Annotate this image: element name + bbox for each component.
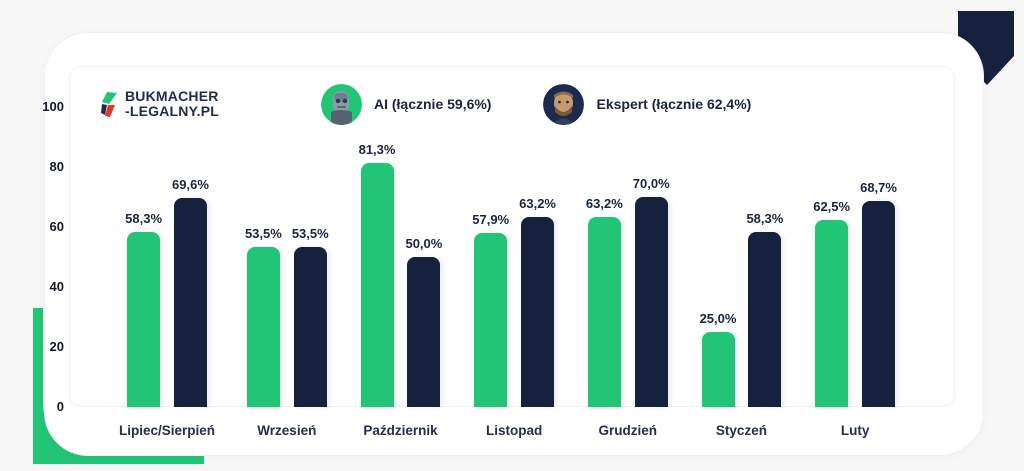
robot-avatar <box>320 83 362 125</box>
brand-logo: BUKMACHER -LEGALNY.PL <box>99 89 219 119</box>
y-tick-60: 60 <box>49 219 64 234</box>
bar-value-label: 58,3% <box>125 211 163 227</box>
brand-logo-icon <box>101 91 117 117</box>
chart-card: 0 20 40 60 80 100 BUKMACHER -LEGALNY.PL <box>42 32 984 456</box>
bar <box>634 197 668 407</box>
bar-column: 68,7% <box>860 180 897 407</box>
bar-value-label: 53,5% <box>244 225 282 241</box>
bar <box>246 246 280 407</box>
y-tick-100: 100 <box>42 99 64 114</box>
bar-column: 53,5% <box>291 225 329 407</box>
bar-column: 58,3% <box>125 211 162 407</box>
brand-logo-line2: -LEGALNY.PL <box>125 103 219 119</box>
expert-photo-avatar <box>543 83 585 125</box>
bar-groups: 58,3% 69,6% Lipiec/Sierpień 53,5% 53,5% Wrzes… <box>69 66 955 454</box>
bar-value-label: 68,7% <box>860 179 897 195</box>
bar-group-2: 53,5% 53,5% Wrzesień <box>245 66 329 454</box>
x-axis-label: Luty <box>840 423 870 438</box>
y-tick-20: 20 <box>49 339 64 354</box>
legend-item-ai: AI (łącznie 59,6%) <box>320 83 492 125</box>
y-tick-0: 0 <box>56 399 64 414</box>
y-axis: 0 20 40 60 80 100 <box>42 66 66 414</box>
bar-column: 63,2% <box>519 196 556 407</box>
bar-column: 69,6% <box>172 177 209 407</box>
bar-group-5: 63,2% 70,0% Grudzień <box>586 66 670 454</box>
bar-column: 25,0% <box>699 311 737 407</box>
bar <box>521 217 555 407</box>
bar <box>360 163 394 407</box>
bar-pair: 58,3% 69,6% <box>125 177 209 407</box>
legend-item-ekspert: Ekspert (łącznie 62,4%) <box>543 83 752 125</box>
x-axis-label: Grudzień <box>598 423 658 438</box>
bar-value-label: 53,5% <box>291 225 329 241</box>
bar-value-label: 63,2% <box>519 196 556 212</box>
bar-column: 50,0% <box>405 236 442 407</box>
bar-value-label: 63,2% <box>585 196 623 212</box>
bar-column: 70,0% <box>633 176 670 407</box>
bar <box>293 246 327 407</box>
bar-value-label: 25,0% <box>699 311 737 326</box>
y-tick-80: 80 <box>49 159 64 174</box>
x-axis-label: Lipiec/Sierpień <box>119 423 216 438</box>
plot-area-panel <box>69 66 955 407</box>
bar-group-7: 62,5% 68,7% Luty <box>813 66 897 454</box>
bar-pair: 63,2% 70,0% <box>586 176 670 407</box>
bar-value-label: 69,6% <box>172 177 209 193</box>
bar-group-6: 25,0% 58,3% Styczeń <box>700 66 784 454</box>
bar <box>862 200 896 407</box>
bar-value-label: 70,0% <box>632 176 670 191</box>
legend-label-ekspert: Ekspert (łącznie 62,4%) <box>596 96 752 112</box>
bar <box>748 232 782 407</box>
bar-column: 53,5% <box>244 225 282 407</box>
bar <box>127 232 161 407</box>
x-axis-label: Styczeń <box>715 423 767 438</box>
bar-column: 63,2% <box>586 196 623 407</box>
y-tick-40: 40 <box>49 279 64 294</box>
bar <box>815 219 849 407</box>
bar-value-label: 81,3% <box>358 142 396 158</box>
x-axis-label: Październik <box>363 423 438 438</box>
x-axis-label: Listopad <box>486 423 543 438</box>
bar-column: 81,3% <box>358 142 396 407</box>
bar-column: 62,5% <box>813 198 851 407</box>
bar-column: 58,3% <box>746 211 783 407</box>
bar <box>587 217 621 407</box>
bar-pair: 57,9% 63,2% <box>472 196 556 407</box>
bar <box>173 198 207 407</box>
bar-column: 57,9% <box>472 212 509 407</box>
bar-pair: 62,5% 68,7% <box>813 180 897 407</box>
bar-value-label: 62,5% <box>813 198 851 214</box>
bar <box>407 257 441 407</box>
brand-logo-text: BUKMACHER -LEGALNY.PL <box>125 89 219 119</box>
brand-logo-line1: BUKMACHER <box>125 88 219 104</box>
chart-zone: 0 20 40 60 80 100 BUKMACHER -LEGALNY.PL <box>42 66 955 454</box>
bar-pair: 25,0% 58,3% <box>699 211 783 407</box>
bar-group-4: 57,9% 63,2% Listopad <box>472 66 556 454</box>
bar-pair: 53,5% 53,5% <box>244 225 329 407</box>
legend-label-ai: AI (łącznie 59,6%) <box>373 96 492 112</box>
bar-value-label: 57,9% <box>472 212 510 228</box>
bar-value-label: 50,0% <box>405 236 443 251</box>
chart-header: BUKMACHER -LEGALNY.PL <box>69 66 955 142</box>
bar-group-3: 81,3% 50,0% Październik <box>359 66 443 454</box>
bar-pair: 81,3% 50,0% <box>358 142 442 407</box>
bar <box>474 233 508 407</box>
bar <box>701 332 735 407</box>
x-axis-label: Wrzesień <box>257 423 317 438</box>
bar-group-1: 58,3% 69,6% Lipiec/Sierpień <box>119 66 215 454</box>
bar-value-label: 58,3% <box>746 211 784 227</box>
